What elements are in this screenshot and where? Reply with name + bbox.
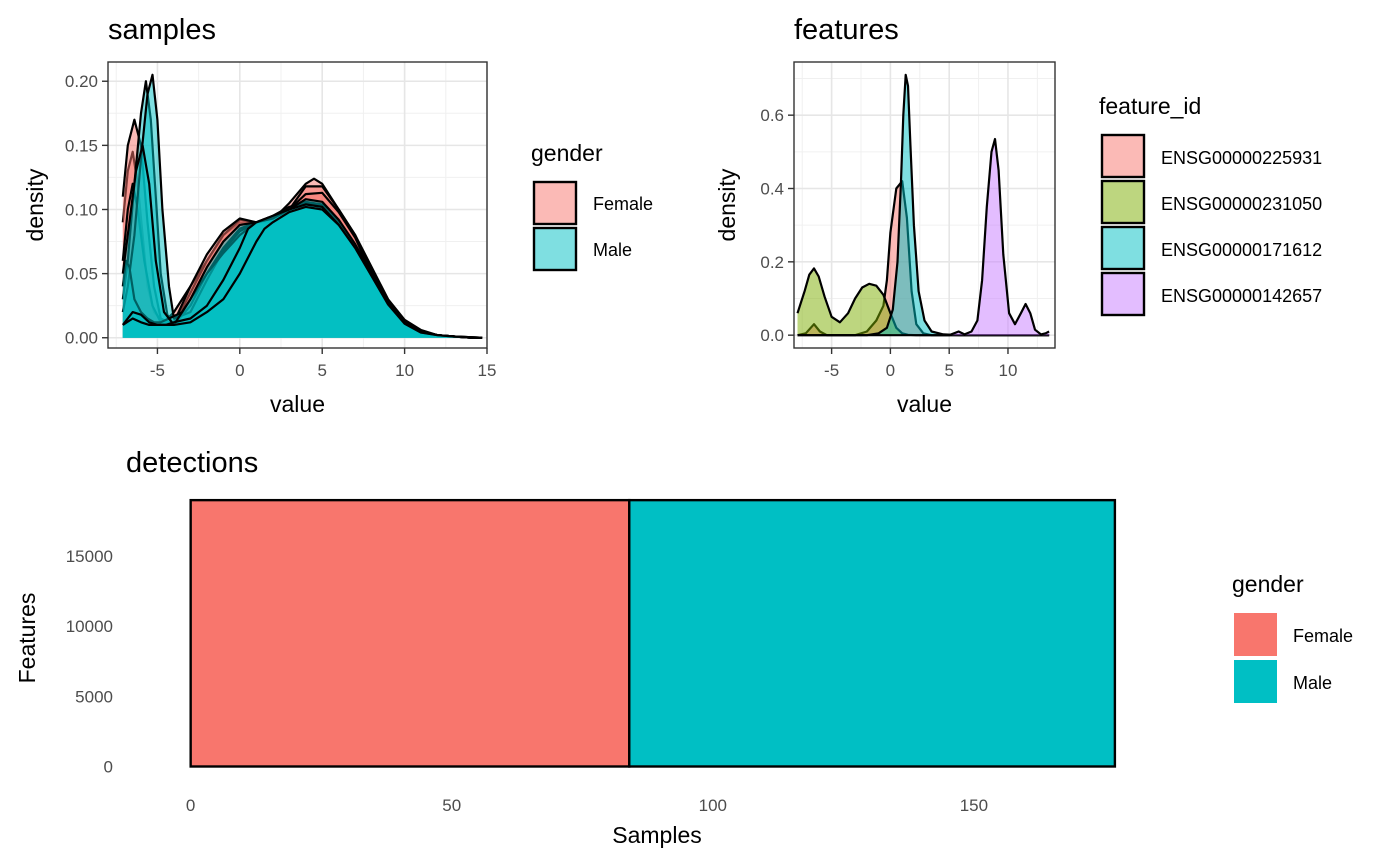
samples-legend-label-female: Female (593, 194, 653, 214)
samples-y-axis-title: density (22, 168, 48, 241)
detections-x-tick-label: 0 (186, 796, 195, 815)
features-legend-label-ensg00000225931: ENSG00000225931 (1161, 148, 1322, 168)
features-legend-title: feature_id (1099, 93, 1201, 119)
samples-x-tick-label: 10 (395, 361, 414, 380)
samples-y-tick-label: 0.05 (65, 265, 98, 284)
features-y-axis-title: density (714, 168, 740, 241)
samples-legend: gender Female Male (531, 140, 653, 272)
features-x-tick-label: 5 (944, 361, 953, 380)
features-series-layer (796, 73, 1050, 337)
detections-bar-layer (189, 498, 1117, 768)
features-curves (796, 73, 1050, 337)
features-legend-label-ensg00000171612: ENSG00000171612 (1161, 240, 1322, 260)
features-density-area-ensg00000142657-3 (797, 139, 1050, 336)
samples-title: samples (108, 14, 216, 46)
detections-x-axis: 0 50 100 150 (186, 796, 988, 815)
detections-legend-key-female (1234, 613, 1277, 656)
samples-legend-label-male: Male (593, 240, 632, 260)
features-x-tick-label: -5 (824, 361, 839, 380)
detections-x-tick-label: 150 (960, 796, 988, 815)
samples-series-layer (121, 73, 483, 339)
features-title: features (794, 14, 899, 46)
samples-x-axis: -5 0 5 10 15 (150, 348, 497, 380)
features-y-tick-label: 0.6 (760, 106, 784, 125)
detections-legend-title: gender (1232, 571, 1304, 597)
detections-y-axis: 0 5000 10000 15000 (66, 547, 113, 776)
features-x-axis-title: value (897, 391, 952, 417)
samples-density-area-male-8 (122, 206, 483, 338)
samples-legend-key-male (532, 226, 578, 272)
samples-y-tick-label: 0.10 (65, 200, 98, 219)
samples-y-tick-label: 0.20 (65, 72, 98, 91)
features-legend-label-ensg00000142657: ENSG00000142657 (1161, 286, 1322, 306)
detections-legend-label-female: Female (1293, 626, 1353, 646)
features-x-tick-label: 10 (999, 361, 1018, 380)
features-panel-border (793, 61, 1056, 349)
features-legend-key-ensg00000231050 (1100, 179, 1146, 225)
features-y-tick-label: 0.4 (760, 180, 784, 199)
samples-x-tick-label: 5 (317, 361, 326, 380)
samples-legend-key-female (532, 180, 578, 226)
samples-panel-border (107, 61, 488, 349)
samples-x-tick-label: 0 (235, 361, 244, 380)
features-y-axis: 0.0 0.2 0.4 0.6 (760, 106, 794, 345)
samples-panel: samples -5 0 5 10 15 0.00 0.05 0.10 0.15 0.20 va… (22, 14, 653, 417)
detections-legend: gender Female Male (1232, 571, 1353, 703)
detections-x-tick-label: 100 (699, 796, 727, 815)
detections-y-tick-label: 15000 (66, 547, 113, 566)
detections-legend-key-male (1234, 660, 1277, 703)
samples-legend-title: gender (531, 140, 603, 166)
samples-x-axis-title: value (270, 391, 325, 417)
samples-density-line-male-8 (122, 205, 483, 339)
features-x-tick-label: 0 (886, 361, 895, 380)
features-plot-background (794, 62, 1055, 348)
detections-x-axis-title: Samples (612, 822, 701, 848)
features-panel: features -5 0 5 10 0.0 0.2 0.4 0.6 value densi… (714, 14, 1322, 417)
detections-y-tick-label: 0 (104, 757, 113, 776)
features-y-tick-label: 0.2 (760, 253, 784, 272)
features-y-tick-label: 0.0 (760, 326, 784, 345)
samples-x-tick-label: 15 (478, 361, 497, 380)
features-legend-label-ensg00000231050: ENSG00000231050 (1161, 194, 1322, 214)
features-legend-key-ensg00000142657 (1100, 271, 1146, 317)
features-x-axis: -5 0 5 10 (824, 348, 1017, 380)
detections-y-axis-title: Features (14, 593, 40, 684)
features-legend-key-ensg00000171612 (1100, 225, 1146, 271)
detections-x-tick-label: 50 (442, 796, 461, 815)
detections-panel: detections 0 50 100 150 0 5000 10000 15000 Sam… (14, 447, 1353, 848)
features-legend-key-ensg00000225931 (1100, 133, 1146, 179)
samples-curves (121, 73, 483, 339)
features-legend: feature_id ENSG00000225931 ENSG0000023105… (1099, 93, 1322, 317)
samples-y-tick-label: 0.00 (65, 329, 98, 348)
detections-legend-label-male: Male (1293, 673, 1332, 693)
features-density-line-ensg00000142657-3 (797, 137, 1050, 337)
features-density-area-ensg00000231050-1 (797, 268, 1050, 336)
detections-title: detections (126, 447, 258, 479)
detections-bar-male (628, 498, 1117, 768)
samples-x-tick-label: -5 (150, 361, 165, 380)
detections-y-tick-label: 10000 (66, 617, 113, 636)
detections-y-tick-label: 5000 (75, 687, 113, 706)
detections-bar-female (189, 498, 631, 768)
samples-y-axis: 0.00 0.05 0.10 0.15 0.20 (65, 72, 108, 348)
samples-y-tick-label: 0.15 (65, 136, 98, 155)
